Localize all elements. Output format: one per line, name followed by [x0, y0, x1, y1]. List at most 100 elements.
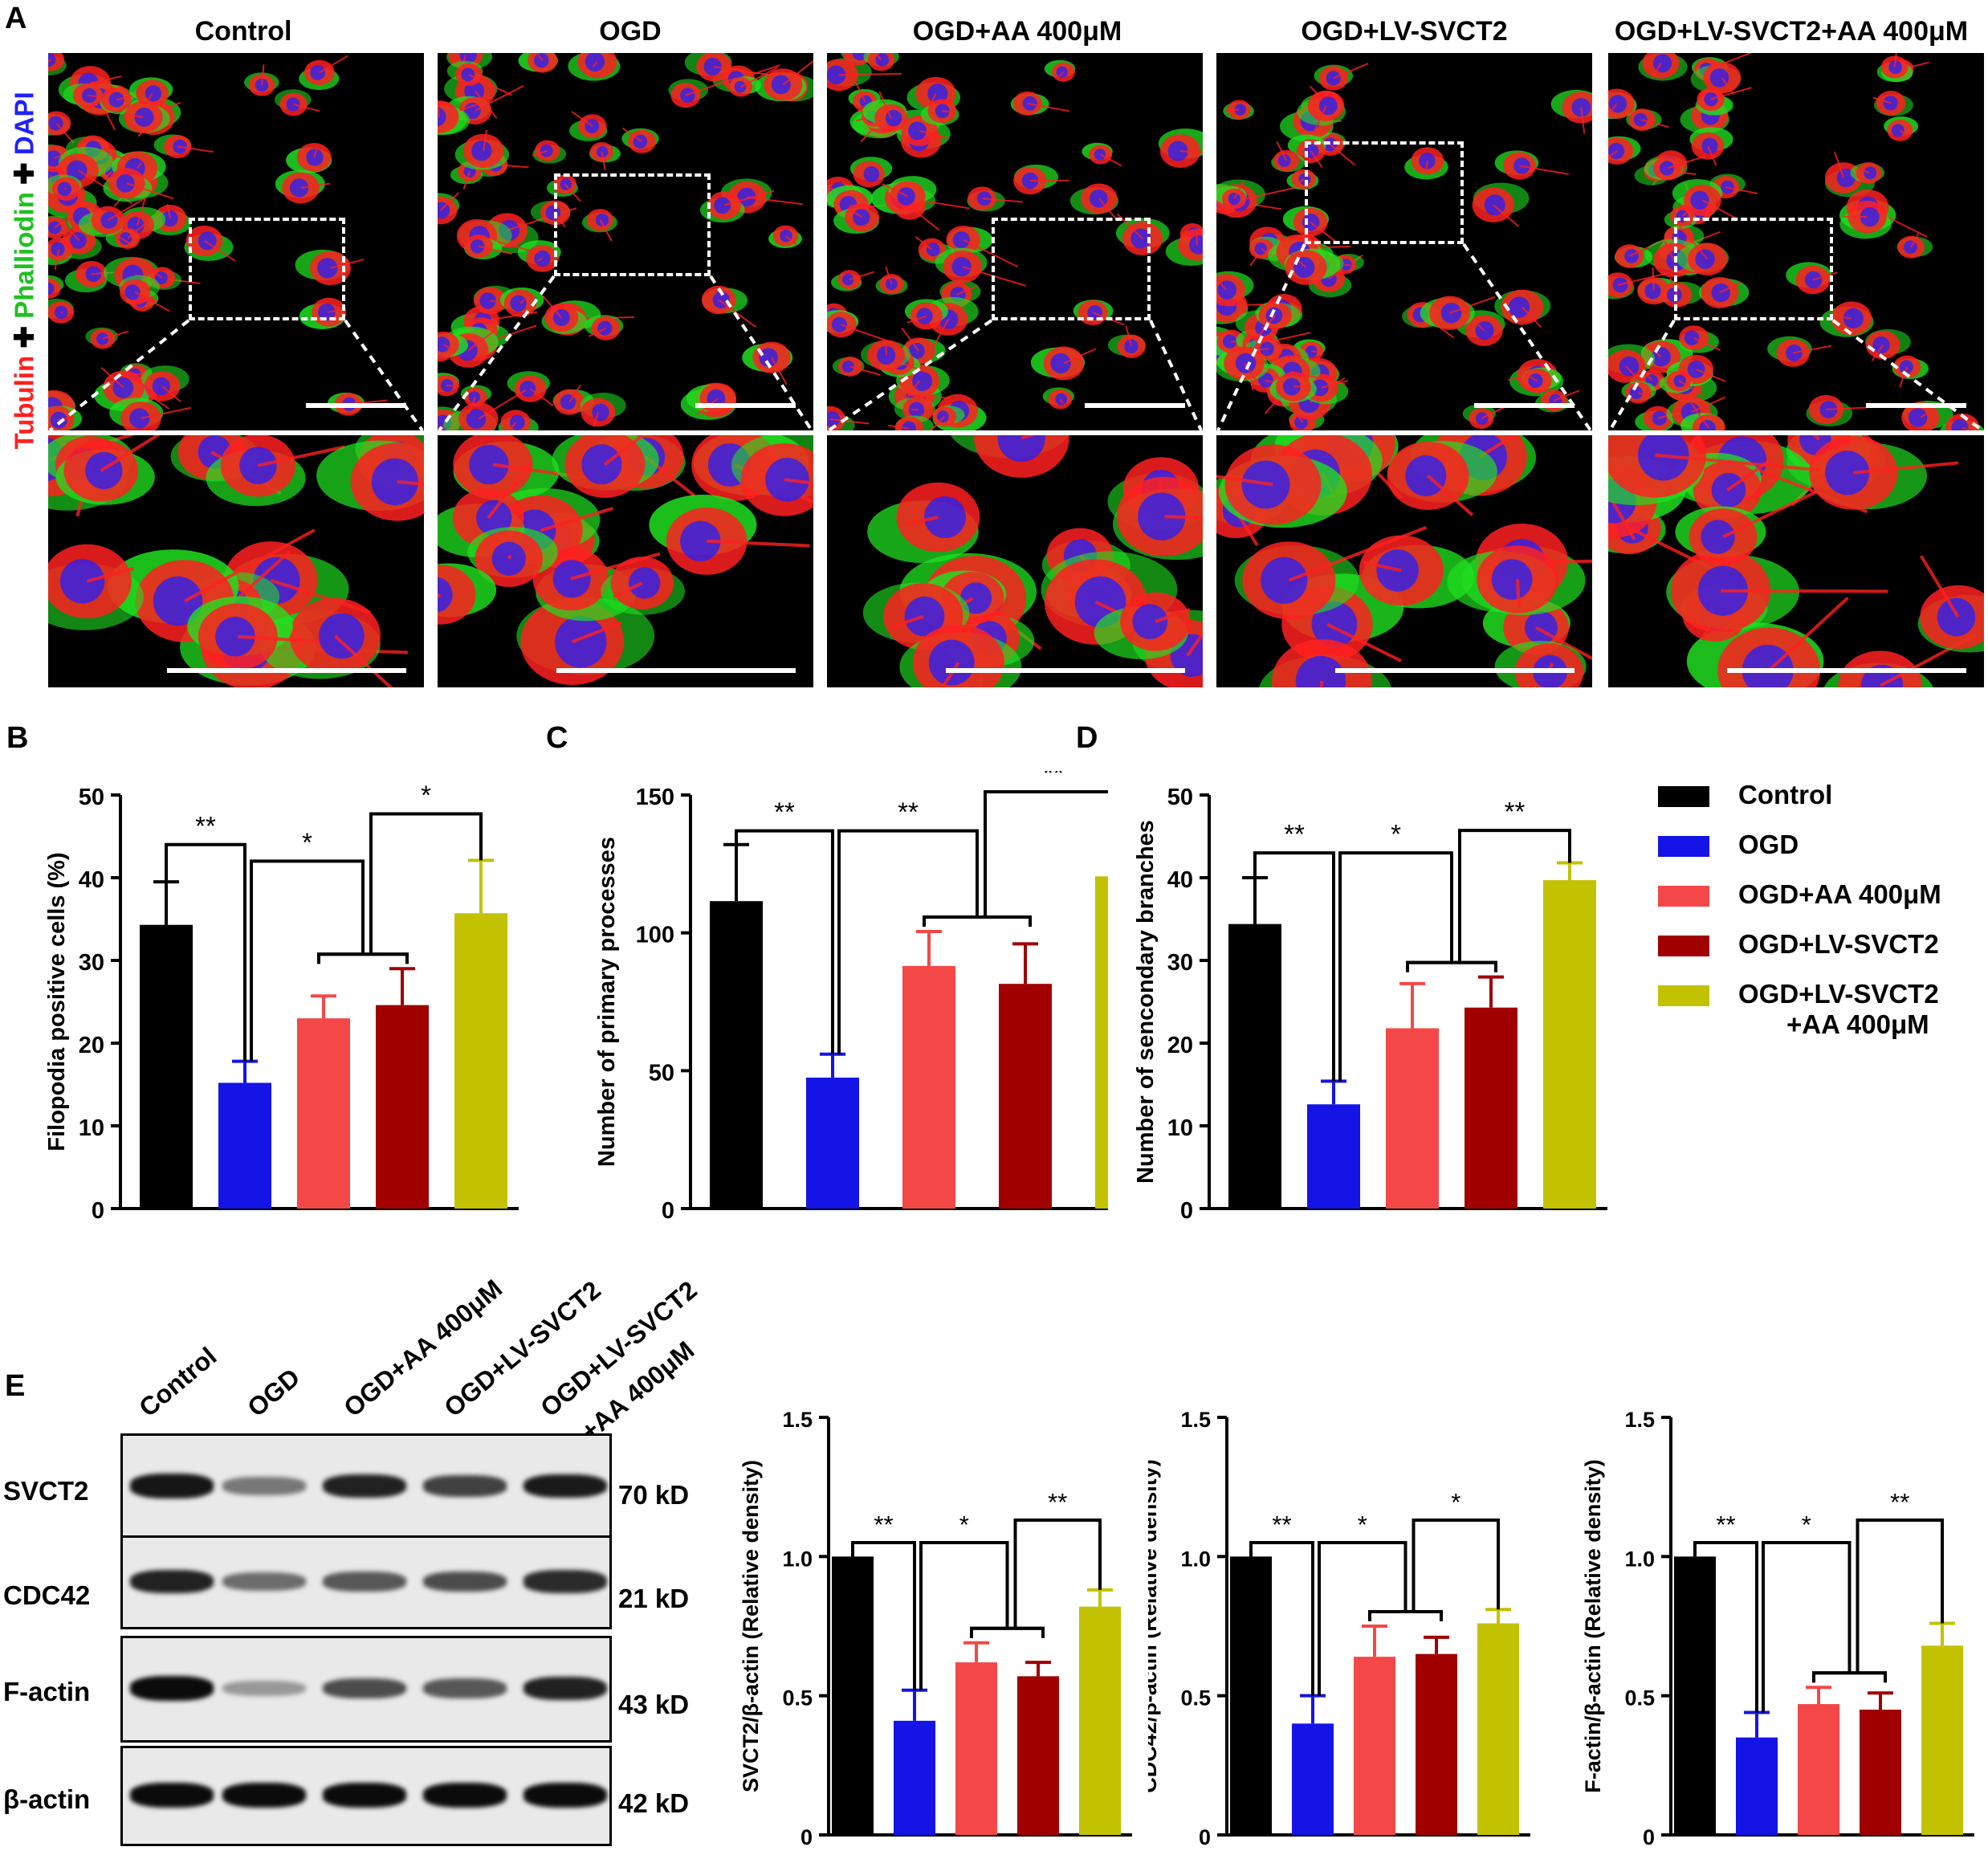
lane-label-control: Control [133, 1341, 222, 1423]
y-axis-label: CDC42/β-actin (Relative density) [1148, 1459, 1161, 1793]
y-tick-label: 40 [1167, 867, 1193, 893]
bar-3 [1465, 1007, 1517, 1209]
bar-0 [1674, 1556, 1716, 1835]
zoom-connector-line [827, 319, 993, 432]
protein-label-cdc42: CDC42 [3, 1580, 91, 1610]
zoom-region-box [1305, 141, 1464, 244]
panel-letter-e: E [5, 1369, 26, 1403]
sig-label: ** [1272, 1510, 1291, 1539]
micrograph-ogd-lv-bottom [1216, 435, 1592, 687]
micrograph-ogd-aa-bottom [827, 435, 1203, 687]
zoom-connector-line [438, 275, 556, 432]
y-axis-label: Filopodia positive cells (%) [44, 852, 70, 1151]
bar-4 [1543, 880, 1596, 1209]
blot-band [222, 1572, 306, 1591]
sig-label: * [421, 781, 431, 810]
micrograph-ogd-lv-aa-top [1608, 53, 1984, 430]
bar-0 [140, 924, 193, 1209]
blot-row-cdc42 [120, 1535, 612, 1629]
y-tick-label: 40 [79, 867, 104, 893]
sig-label: ** [1505, 797, 1526, 826]
y-tick-label: 1.0 [1624, 1547, 1655, 1571]
scale-bar [695, 403, 796, 408]
sig-label: ** [1890, 1488, 1909, 1516]
blot-band [423, 1475, 507, 1497]
bar-4 [1095, 876, 1108, 1209]
legend-swatch-ogd [1658, 836, 1709, 857]
sig-bracket [1253, 851, 1335, 1082]
legend-swatch-ogd-lv-aa [1658, 985, 1709, 1006]
bar-3 [376, 1005, 429, 1209]
sig-bracket [984, 790, 1108, 917]
sig-bracket [1338, 851, 1453, 1082]
sig-label: * [1451, 1488, 1460, 1516]
y-tick-label: 1.5 [1624, 1408, 1655, 1432]
chart-factin-density: 0 0.5 1.0 1.5 F-actin/β-actin (Relative dens… [1581, 1408, 1974, 1849]
bar-3 [1017, 1676, 1059, 1835]
zoom-region-box [189, 218, 345, 320]
sig-bracket [1318, 1541, 1407, 1696]
y-tick-label: 0.5 [782, 1686, 813, 1710]
y-tick-label: 0 [1180, 1198, 1193, 1221]
bar-2 [297, 1018, 350, 1209]
micrograph-ogd-aa-top [827, 53, 1203, 430]
y-tick-label: 0.5 [1180, 1686, 1211, 1710]
blot-band [323, 1678, 406, 1699]
blot-band [423, 1678, 507, 1698]
y-axis-label: F-actin/β-actin (Relative density) [1581, 1459, 1605, 1793]
panel-letter-d: D [1076, 721, 1098, 755]
y-tick-label: 30 [79, 950, 104, 976]
bar-3 [999, 984, 1052, 1209]
legend-label-ogd-lv: OGD+LV-SVCT2 [1738, 929, 1939, 959]
scale-bar [946, 668, 1185, 673]
scale-bar [167, 668, 406, 673]
sig-bracket [1762, 1541, 1852, 1713]
sig-label: * [1391, 819, 1401, 849]
scale-bar [1866, 403, 1966, 408]
kd-label-svct2: 70 kD [618, 1480, 690, 1510]
scale-bar [1335, 668, 1575, 673]
blot-row-svct2 [120, 1433, 612, 1540]
bar-2 [902, 965, 955, 1209]
scale-bar [1474, 403, 1575, 408]
legend-label-ogd-lv-aa: OGD+LV-SVCT2 [1738, 979, 1939, 1009]
blot-band [130, 1474, 214, 1498]
zoom-region-box [992, 218, 1151, 320]
y-tick-label: 0 [92, 1198, 104, 1221]
micrograph-ogd-top [438, 53, 813, 430]
y-tick-label: 100 [636, 923, 674, 948]
scale-bar [306, 403, 406, 408]
zoom-connector-line [48, 319, 190, 432]
col-title-ogd-aa: OGD+AA 400μM [912, 16, 1122, 47]
y-tick-label: 50 [79, 785, 104, 810]
chart-filopodia: 0 10 20 30 40 50 Filopodia positive cells (%) *… [44, 781, 519, 1221]
y-tick-label: 0.5 [1624, 1686, 1655, 1710]
sig-bracket [369, 812, 483, 955]
bar-2 [1354, 1657, 1395, 1835]
zoom-connector-line [1831, 319, 1984, 432]
sig-label: * [1802, 1510, 1811, 1539]
sig-label: ** [195, 811, 216, 841]
protein-label-svct2: SVCT2 [3, 1476, 89, 1506]
kd-label-bactin: 42 kD [618, 1788, 690, 1818]
blot-band [423, 1571, 507, 1592]
bar-4 [454, 913, 507, 1209]
bar-1 [1292, 1723, 1334, 1835]
blot-band [130, 1569, 214, 1594]
blot-band [523, 1474, 607, 1498]
y-tick-label: 30 [1167, 950, 1193, 976]
blot-band [523, 1570, 607, 1593]
blot-band [222, 1782, 306, 1808]
sig-group-bracket [1812, 1671, 1887, 1683]
bar-4 [1921, 1645, 1963, 1835]
panel-letter-b: B [6, 721, 29, 755]
sig-bracket [1693, 1541, 1758, 1713]
zoom-region-box [1674, 218, 1833, 320]
sig-label: ** [1043, 771, 1064, 788]
scale-bar [1085, 403, 1185, 408]
blot-band [323, 1474, 406, 1498]
blot-band [423, 1782, 507, 1808]
sig-label: * [959, 1510, 969, 1539]
scale-bar [556, 668, 796, 673]
sig-label: ** [1048, 1488, 1067, 1516]
